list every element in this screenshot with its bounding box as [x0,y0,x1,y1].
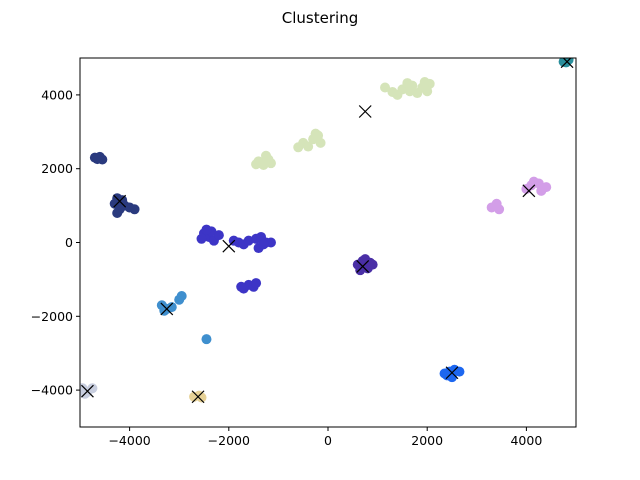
cluster-0-point-15 [303,141,314,152]
cluster-0-point-11 [404,86,415,97]
cluster-1-point-8 [112,207,123,218]
cluster-7-point-2 [87,383,98,394]
cluster-0-point-17 [293,142,304,153]
cluster-3-point-6 [365,257,376,268]
plot-area [80,58,574,404]
cluster-3-point-4 [355,265,366,276]
centroid-marker-0 [358,105,372,118]
cluster-4-point-2 [491,198,502,209]
cluster-0-point-7 [402,78,413,89]
cluster-0-point-23 [251,159,262,170]
chart-title: Clustering [282,9,358,27]
cluster-2-point-16 [258,239,269,250]
x-tick-label: 2000 [411,433,443,448]
centroid-marker-3 [356,260,370,273]
y-axis: −4000 −2000 0 2000 4000 [31,87,80,398]
cluster-0-point-10 [380,82,391,93]
centroid-marker-8 [191,390,205,404]
x-tick-label: −4000 [108,433,150,448]
cluster-5-point-5 [176,291,187,302]
cluster-0-point-18 [310,128,321,139]
y-tick-label: −4000 [31,383,73,398]
cluster-0-point-6 [422,86,433,97]
y-tick-label: 0 [65,235,73,250]
cluster-1-point-9 [129,204,140,215]
x-tick-label: 0 [324,433,332,448]
cluster-0-point-24 [265,158,276,169]
cluster-0-point-8 [387,86,398,97]
cluster-1-point-3 [92,154,103,165]
centroid-marker-9 [560,58,574,69]
y-tick-label: 4000 [41,87,73,102]
centroid-marker-2 [222,239,236,253]
x-tick-label: −2000 [208,433,250,448]
cluster-4-point-8 [528,176,539,187]
centroid-marker-5 [160,302,174,316]
centroid-marker-4 [522,184,536,198]
cluster-0-point-22 [261,150,271,161]
cluster-2-point-5 [213,230,224,241]
y-tick-label: 2000 [41,161,73,176]
cluster-2-point-20 [251,278,262,289]
cluster-6-point-5 [442,370,453,381]
centroid-marker-6 [445,366,459,380]
centroid-marker-1 [113,194,127,208]
cluster-0-point-9 [419,76,430,87]
cluster-2-point-3 [196,233,207,244]
y-tick-label: −2000 [31,309,73,324]
cluster-2-point-21 [236,281,247,292]
cluster-5-point-6 [201,334,212,345]
cluster-2-point-6 [201,224,212,235]
cluster-6-point-3 [454,366,465,377]
x-tick-label: 4000 [510,433,542,448]
centroids-layer [81,58,574,404]
x-axis: −4000 −2000 0 2000 4000 [108,427,542,448]
cluster-4-point-7 [536,185,547,196]
centroid-marker-7 [81,384,94,398]
cluster-5-point-2 [166,302,177,313]
cluster-0-point-16 [315,137,326,148]
